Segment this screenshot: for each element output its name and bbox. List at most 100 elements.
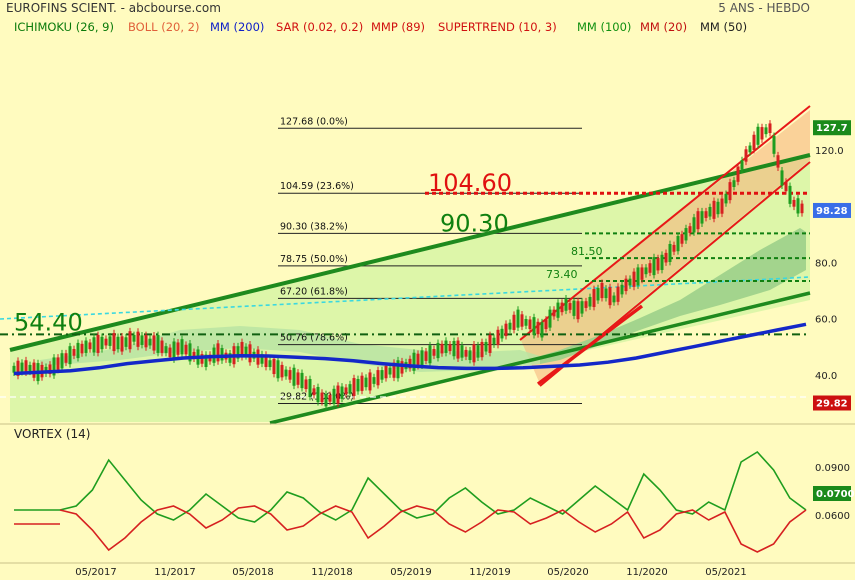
vortex-plus-line: [59, 450, 807, 523]
candle-body: [580, 301, 584, 314]
candle-body: [380, 370, 384, 380]
annotation-label: 90.30: [440, 209, 509, 237]
price-badge-bg: [813, 395, 851, 411]
legend-entry: MM (50): [700, 20, 747, 34]
candle-body: [48, 364, 52, 375]
vortex-value-badge-bg: [813, 486, 851, 501]
candle-body: [464, 349, 468, 357]
legend-entry: SUPERTREND (10, 3): [438, 20, 557, 34]
x-axis-tick: 11/2017: [154, 567, 196, 578]
candle-body: [28, 364, 32, 372]
candle-body: [756, 126, 760, 145]
candle-body: [184, 344, 188, 355]
candle-body: [124, 337, 128, 347]
candle-body: [352, 378, 356, 397]
candle-body: [420, 350, 424, 366]
candle-body: [16, 360, 20, 376]
legend-entry: MMP (89): [371, 20, 425, 34]
candle-body: [652, 257, 656, 276]
candle-body: [724, 193, 728, 204]
candle-body: [64, 353, 68, 363]
candle-body: [736, 166, 740, 182]
x-axis-tick: 11/2020: [626, 567, 668, 578]
candle-body: [56, 357, 60, 370]
candle-body: [76, 342, 80, 359]
price-badge: 127.7: [816, 123, 848, 134]
candle-body: [704, 211, 708, 218]
candle-body: [472, 344, 476, 363]
annotation-label: 73.40: [546, 268, 578, 281]
candle-body: [600, 282, 604, 299]
x-axis-tick: 05/2020: [547, 567, 589, 578]
regression-channel-upper: [519, 105, 811, 341]
candle-body: [760, 127, 764, 140]
candle-body: [96, 334, 100, 353]
candle-body: [428, 345, 432, 364]
candle-body: [620, 284, 624, 295]
candle-body: [204, 354, 208, 367]
fib-level-label: 104.59 (23.6%): [280, 181, 354, 192]
candle-body: [668, 244, 672, 262]
x-axis-tick: 11/2019: [469, 567, 511, 578]
candle-body: [348, 384, 352, 394]
candle-body: [72, 349, 76, 356]
candle-body: [516, 309, 520, 328]
candle-body: [700, 211, 704, 224]
candle-body: [496, 329, 500, 345]
candle-body: [272, 358, 276, 375]
candle-body: [708, 206, 712, 217]
vortex-panel: [0, 450, 855, 564]
candle-body: [564, 298, 568, 311]
candle-body: [692, 217, 696, 233]
candle-body: [596, 288, 600, 301]
candle-body: [800, 203, 804, 214]
candle-body: [436, 342, 440, 359]
candle-body: [308, 379, 312, 397]
annotation-label: 81.50: [571, 245, 603, 258]
candle-body: [640, 267, 644, 280]
candle-body: [716, 201, 720, 215]
candle-body: [148, 338, 152, 346]
candle-body: [752, 134, 756, 150]
candle-body: [444, 340, 448, 353]
candle-body: [140, 335, 144, 345]
candle-body: [24, 360, 28, 373]
candle-body: [68, 346, 72, 365]
candle-body: [632, 271, 636, 287]
candle-body: [52, 357, 56, 376]
fib-level-label: 78.75 (50.0%): [280, 254, 348, 265]
price-badge-bg: [813, 202, 851, 218]
candle-body: [572, 300, 576, 316]
x-axis-tick: 11/2018: [311, 567, 353, 578]
candle-body: [12, 365, 16, 373]
candle-body: [416, 353, 420, 367]
candle-body: [512, 314, 516, 330]
candle-body: [316, 386, 320, 403]
candle-body: [508, 322, 512, 330]
candle-body: [728, 182, 732, 201]
candle-body: [216, 343, 220, 362]
candle-body: [552, 309, 556, 317]
chart-title: EUROFINS SCIENT. - abcbourse.com: [6, 1, 221, 15]
candle-body: [676, 236, 680, 252]
candle-body: [392, 362, 396, 378]
chart-period: 5 ANS - HEBDO: [718, 1, 810, 15]
candle-body: [376, 370, 380, 386]
candle-body: [100, 336, 104, 350]
candle-body: [788, 185, 792, 204]
candle-body: [744, 149, 748, 162]
candle-body: [152, 335, 156, 351]
candle-body: [524, 319, 528, 326]
candle-body: [84, 340, 88, 353]
candle-body: [200, 354, 204, 364]
candle-body: [128, 331, 132, 350]
candle-body: [656, 258, 660, 271]
candle-body: [484, 341, 488, 352]
candle-body: [336, 385, 340, 404]
legend-entry: MM (200): [210, 20, 264, 34]
candle-body: [156, 334, 160, 353]
fib-level-label: 50.76 (78.6%): [280, 333, 348, 344]
candle-body: [768, 123, 772, 133]
candle-body: [236, 346, 240, 359]
